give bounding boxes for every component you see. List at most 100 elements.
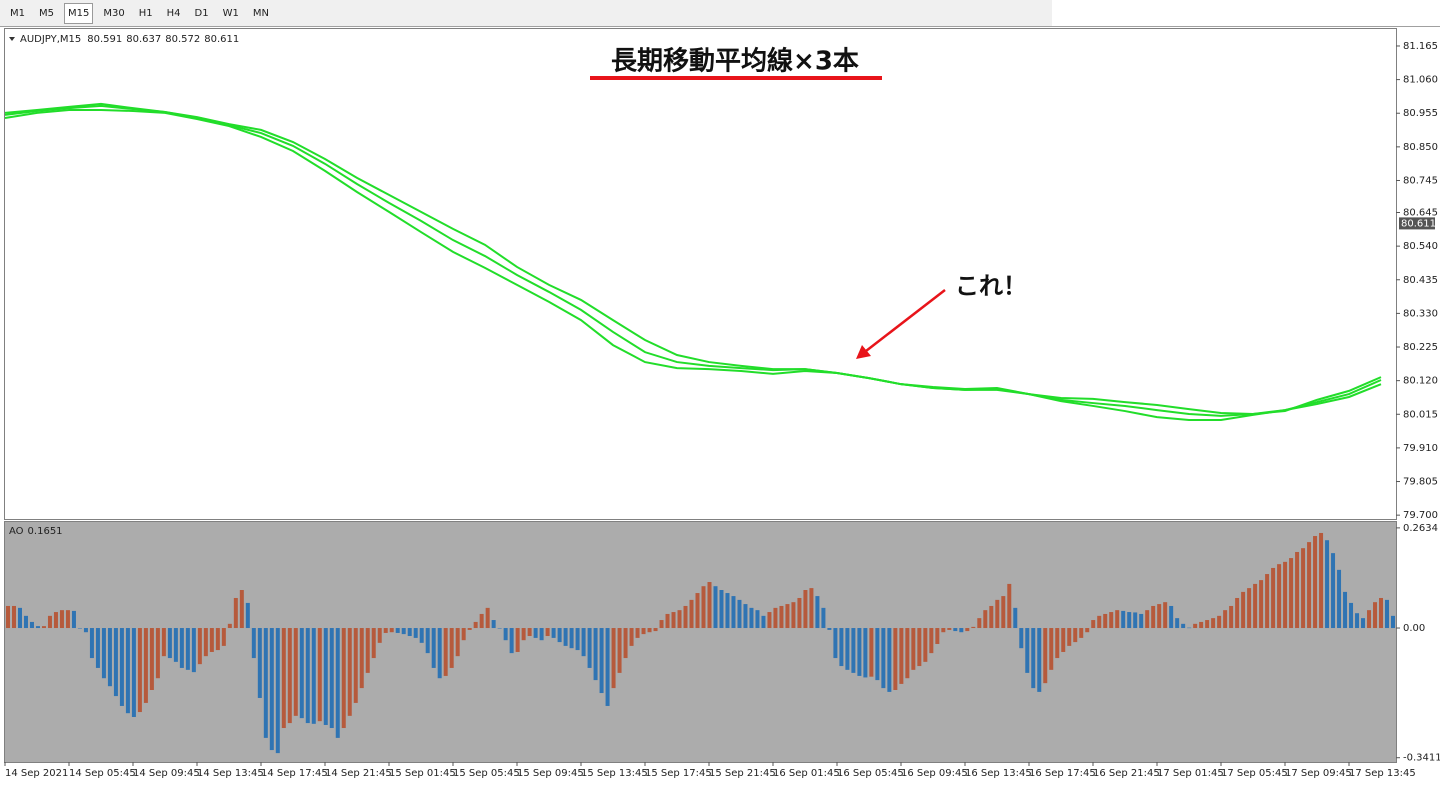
ao-bar xyxy=(731,596,736,629)
y-tick-label: 80.225 xyxy=(1403,342,1438,353)
high: 80.637 xyxy=(126,34,161,45)
ao-bar xyxy=(407,628,412,637)
ao-bar xyxy=(1085,628,1090,633)
ao-bar xyxy=(521,628,526,641)
ao-bar xyxy=(1385,599,1390,629)
timeframe-button[interactable]: M30 xyxy=(103,7,125,19)
ao-bar xyxy=(473,621,478,629)
ao-bar xyxy=(1325,540,1330,629)
ao-bar xyxy=(353,628,358,703)
ao-bar xyxy=(533,628,538,638)
ao-bar xyxy=(551,628,556,638)
low: 80.572 xyxy=(165,34,200,45)
ao-bar xyxy=(671,612,676,629)
ao-bar xyxy=(203,628,208,657)
ao-bar xyxy=(647,628,652,633)
ao-bar xyxy=(419,628,424,643)
ao-bar xyxy=(269,628,274,751)
ao-bar xyxy=(1049,628,1054,670)
ao-bar xyxy=(845,628,850,670)
ao-bar xyxy=(227,623,232,629)
ao-bar xyxy=(977,618,982,629)
close: 80.611 xyxy=(204,34,239,45)
ao-bar xyxy=(1115,610,1120,629)
ao-bar xyxy=(1019,628,1024,649)
timeframe-button[interactable]: H4 xyxy=(166,7,181,19)
ao-bar xyxy=(1235,597,1240,629)
ao-bar xyxy=(107,628,112,687)
ao-bar xyxy=(1343,591,1348,629)
ao-bar xyxy=(347,628,352,716)
ao-bar xyxy=(1073,628,1078,643)
ma-line xyxy=(4,109,1382,422)
timeframe-button[interactable]: MN xyxy=(252,7,269,19)
ao-bar xyxy=(815,596,820,629)
ao-bar xyxy=(1337,569,1342,629)
ao-bar xyxy=(251,628,256,659)
ao-bar xyxy=(113,628,118,697)
current-price-label: 80.611 xyxy=(1401,218,1436,229)
timeframe-button[interactable]: M15 xyxy=(64,2,94,24)
ao-bar xyxy=(179,628,184,668)
ao-bar xyxy=(839,628,844,667)
timeframe-bar: M1 M5 M15 M30 H1 H4 D1 W1 MN xyxy=(0,0,1052,26)
ao-bar xyxy=(1199,621,1204,629)
ao-bar xyxy=(527,628,532,637)
price-header: AUDJPY,M15 80.591 80.637 80.572 80.611 xyxy=(20,34,239,45)
ao-bar xyxy=(23,615,28,629)
timeframe-button[interactable]: M1 xyxy=(10,7,25,19)
y-tick-label: 79.805 xyxy=(1403,477,1438,488)
ao-bar xyxy=(893,628,898,690)
ao-bar xyxy=(665,613,670,629)
ao-bar xyxy=(1175,618,1180,629)
x-tick-label: 14 Sep 21:45 xyxy=(325,768,392,779)
ao-bar xyxy=(257,628,262,698)
ao-bar xyxy=(317,628,322,722)
ao-bar xyxy=(785,604,790,629)
ao-bar xyxy=(695,593,700,629)
ao-bar xyxy=(323,628,328,725)
ao-bar xyxy=(1061,628,1066,652)
ao-bar xyxy=(971,626,976,629)
ao-bar xyxy=(119,628,124,706)
timeframe-button[interactable]: D1 xyxy=(194,7,209,19)
ao-bar xyxy=(1091,620,1096,629)
ao-bar xyxy=(689,599,694,629)
ao-bar xyxy=(59,610,64,629)
ao-bar xyxy=(443,628,448,676)
ao-bar xyxy=(719,590,724,629)
x-tick-label: 15 Sep 09:45 xyxy=(517,768,584,779)
y-tick-label: 80.745 xyxy=(1403,175,1438,186)
ao-bar xyxy=(1133,612,1138,629)
ao-bar xyxy=(101,628,106,679)
timeframe-button[interactable]: M5 xyxy=(39,7,54,19)
y-tick-label: 81.165 xyxy=(1403,41,1438,52)
ao-bar xyxy=(83,628,88,633)
timeframe-button[interactable]: W1 xyxy=(222,7,239,19)
ao-bar xyxy=(1157,604,1162,629)
ao-header: AO 0.1651 xyxy=(9,526,63,537)
ao-bar xyxy=(221,628,226,646)
ao-bar xyxy=(911,628,916,670)
ao-bar xyxy=(89,628,94,659)
ao-bar xyxy=(797,597,802,629)
ao-bar xyxy=(1259,580,1264,629)
ao-bar xyxy=(653,628,658,632)
ao-bar xyxy=(611,628,616,689)
ao-bar xyxy=(1037,628,1042,692)
arrow-head xyxy=(856,345,871,359)
ao-bar xyxy=(1223,610,1228,629)
annotation-arrow xyxy=(865,289,946,352)
ao-bar xyxy=(431,628,436,668)
x-tick-label: 15 Sep 13:45 xyxy=(581,768,648,779)
ao-bar xyxy=(605,628,610,706)
x-tick-label: 14 Sep 17:45 xyxy=(261,768,328,779)
ao-bar xyxy=(377,628,382,643)
timeframe-button[interactable]: H1 xyxy=(138,7,153,19)
ao-bar xyxy=(557,628,562,643)
x-tick-label: 17 Sep 01:45 xyxy=(1157,768,1224,779)
ao-bar xyxy=(1271,567,1276,629)
ao-bar xyxy=(239,590,244,629)
ao-bar xyxy=(749,607,754,629)
ao-bar xyxy=(1355,613,1360,629)
